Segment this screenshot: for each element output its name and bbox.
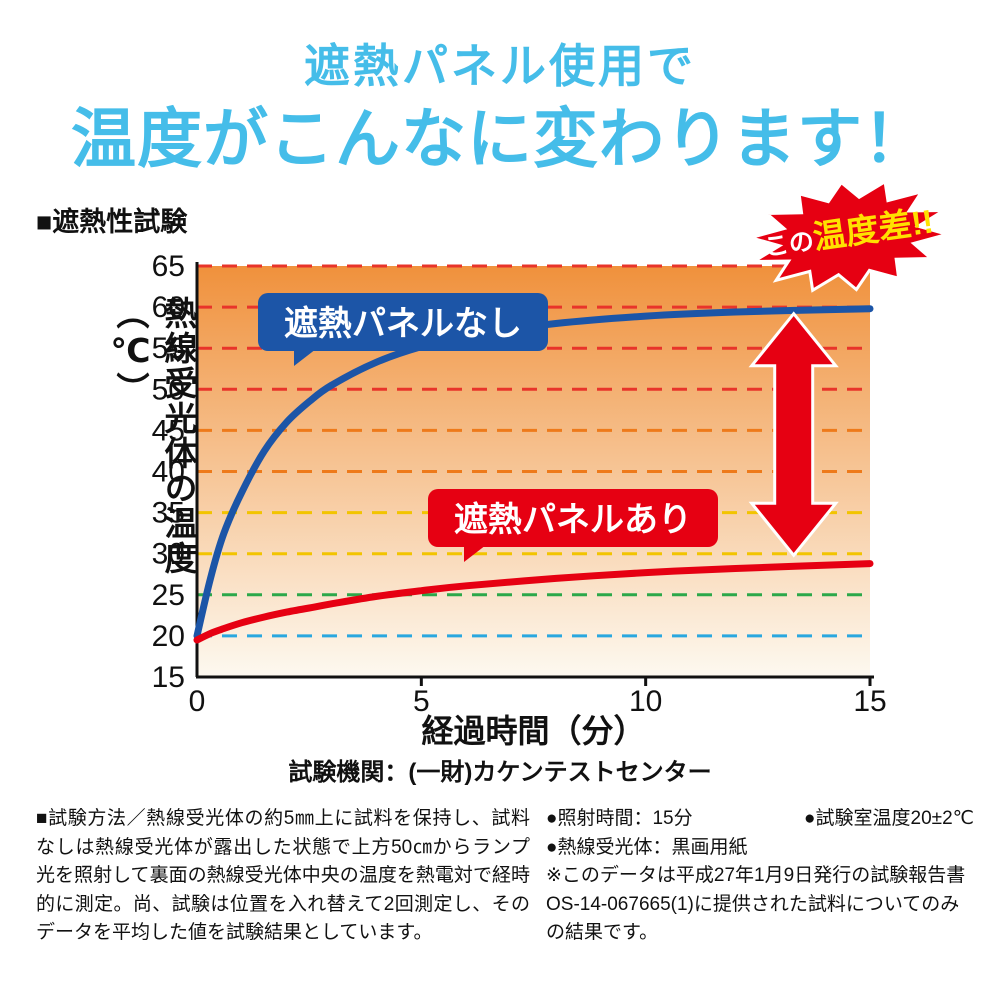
label-tail-icon [294,349,316,366]
headline-line1: 遮熱パネル使用で [304,40,696,92]
svg-text:10: 10 [629,685,662,718]
svg-text:45: 45 [152,414,185,447]
receptor-material: ●熱線受光体：黒画用紙 [546,836,748,858]
svg-text:50: 50 [152,373,185,406]
svg-text:55: 55 [152,332,185,365]
svg-text:25: 25 [152,579,185,612]
test-method-text: ■試験方法／熱線受光体の約5㎜上に試料を保持し、試料なしは熱線受光体が露出した状… [36,808,530,943]
test-conditions: ●照射時間：15分 ●試験室温度20±2℃ ●熱線受光体：黒画用紙 ※このデータ… [546,805,974,948]
svg-text:20: 20 [152,620,185,653]
svg-text:40: 40 [152,456,185,489]
headline-line2: 温度がこんなに変わります！ [70,102,929,175]
irradiation-time: ●照射時間：15分 [546,808,693,829]
svg-text:5: 5 [413,685,430,718]
x-axis-title: 経過時間（分） [421,713,646,749]
svg-text:15: 15 [152,661,185,694]
badge-prefix: この [762,227,815,262]
svg-text:35: 35 [152,497,185,530]
starburst-shape [745,179,953,293]
conditions-row: ●照射時間：15分 ●試験室温度20±2℃ [546,805,974,834]
series-label-text: 遮熱パネルなし [284,305,522,343]
series-label-without-panel: 遮熱パネルなし [258,293,548,366]
room-temperature: ●試験室温度20±2℃ [804,808,974,829]
temperature-difference-badge: この温度差!! [737,164,961,310]
series-label-text: 遮熱パネルあり [454,501,692,539]
svg-text:65: 65 [152,250,185,283]
section-heading: ■遮熱性試験 [36,207,188,237]
svg-text:15: 15 [853,685,886,718]
svg-text:60: 60 [152,291,185,324]
svg-text:0: 0 [189,685,206,718]
svg-text:30: 30 [152,538,185,571]
series-label-with-panel: 遮熱パネルあり [428,489,718,562]
disclaimer-note: ※このデータは平成27年1月9日発行の試験報告書OS-14-067665(1)に… [546,865,966,943]
label-tail-icon [464,545,486,562]
test-organization: 試験機関：(一財)カケンテストセンター [288,759,712,786]
y-axis-title: 熱線受光体の温度（℃） [112,296,197,576]
starburst-icon: この温度差!! [745,179,953,293]
